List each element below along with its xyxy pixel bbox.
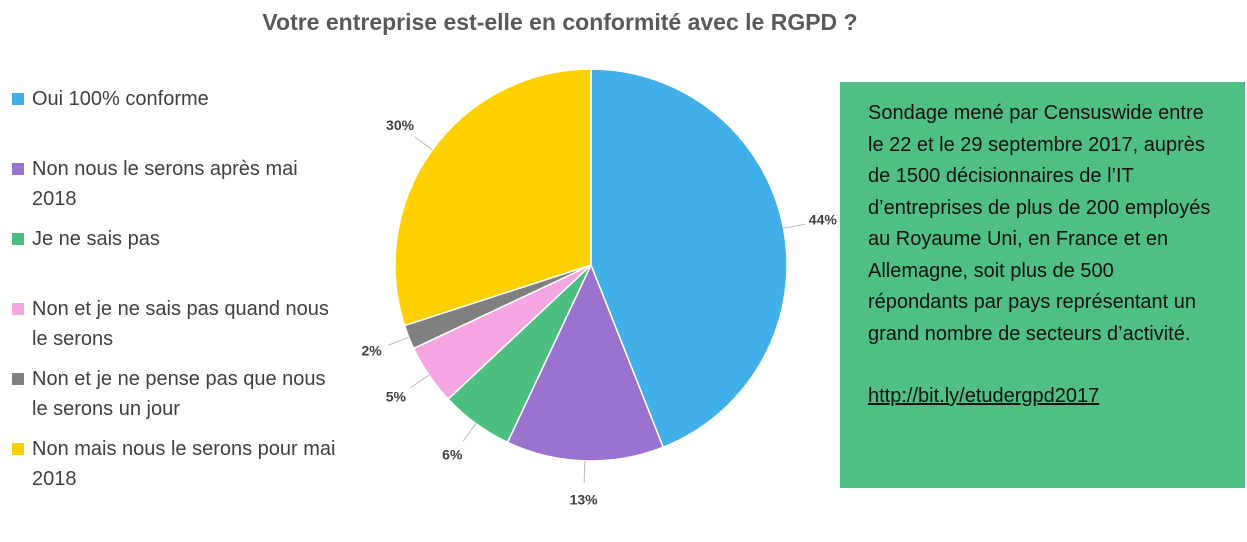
note-box: Sondage mené par Censuswide entre le 22 … <box>840 82 1245 488</box>
legend-label: Non et je ne pense pas que nous le seron… <box>32 368 326 420</box>
leader-line <box>783 223 806 229</box>
leader-line <box>410 374 430 388</box>
legend-item: Non et je ne sais pas quand nous le sero… <box>12 294 342 364</box>
data-label: 30% <box>386 117 415 133</box>
legend-swatch <box>12 303 24 315</box>
legend-swatch <box>12 163 24 175</box>
pie-slice <box>394 68 592 327</box>
note-text: Sondage mené par Censuswide entre le 22 … <box>868 102 1211 345</box>
leader-line <box>462 423 477 442</box>
data-label: 2% <box>361 343 382 359</box>
legend-item: Non et je ne pense pas que nous le seron… <box>12 364 342 434</box>
data-label: 5% <box>386 388 407 404</box>
legend-label: Non nous le serons après mai 2018 <box>32 158 298 210</box>
pie-slice <box>590 68 788 449</box>
note-link[interactable]: http://bit.ly/etudergpd2017 <box>868 385 1100 407</box>
data-label: 44% <box>809 211 838 227</box>
leader-line <box>414 136 433 151</box>
data-label: 13% <box>570 492 599 508</box>
data-label: 6% <box>442 447 463 463</box>
legend-label: Non et je ne sais pas quand nous le sero… <box>32 298 329 350</box>
leader-line <box>388 336 409 346</box>
pie-slice <box>506 263 665 462</box>
chart-title: Votre entreprise est-elle en conformité … <box>262 9 857 35</box>
legend-swatch <box>12 443 24 455</box>
legend-label: Oui 100% conforme <box>32 88 209 110</box>
leader-line <box>583 460 586 483</box>
legend-label: Non mais nous le serons pour mai 2018 <box>32 438 336 490</box>
legend-item: Non mais nous le serons pour mai 2018 <box>12 434 342 504</box>
legend-swatch <box>12 373 24 385</box>
legend-item: Je ne sais pas <box>12 224 342 294</box>
legend-item: Non nous le serons après mai 2018 <box>12 154 342 224</box>
legend-item: Oui 100% conforme <box>12 84 342 154</box>
legend-label: Je ne sais pas <box>32 228 160 250</box>
legend-swatch <box>12 233 24 245</box>
legend-swatch <box>12 93 24 105</box>
legend: Oui 100% conforme Non nous le serons aprè… <box>12 84 342 504</box>
